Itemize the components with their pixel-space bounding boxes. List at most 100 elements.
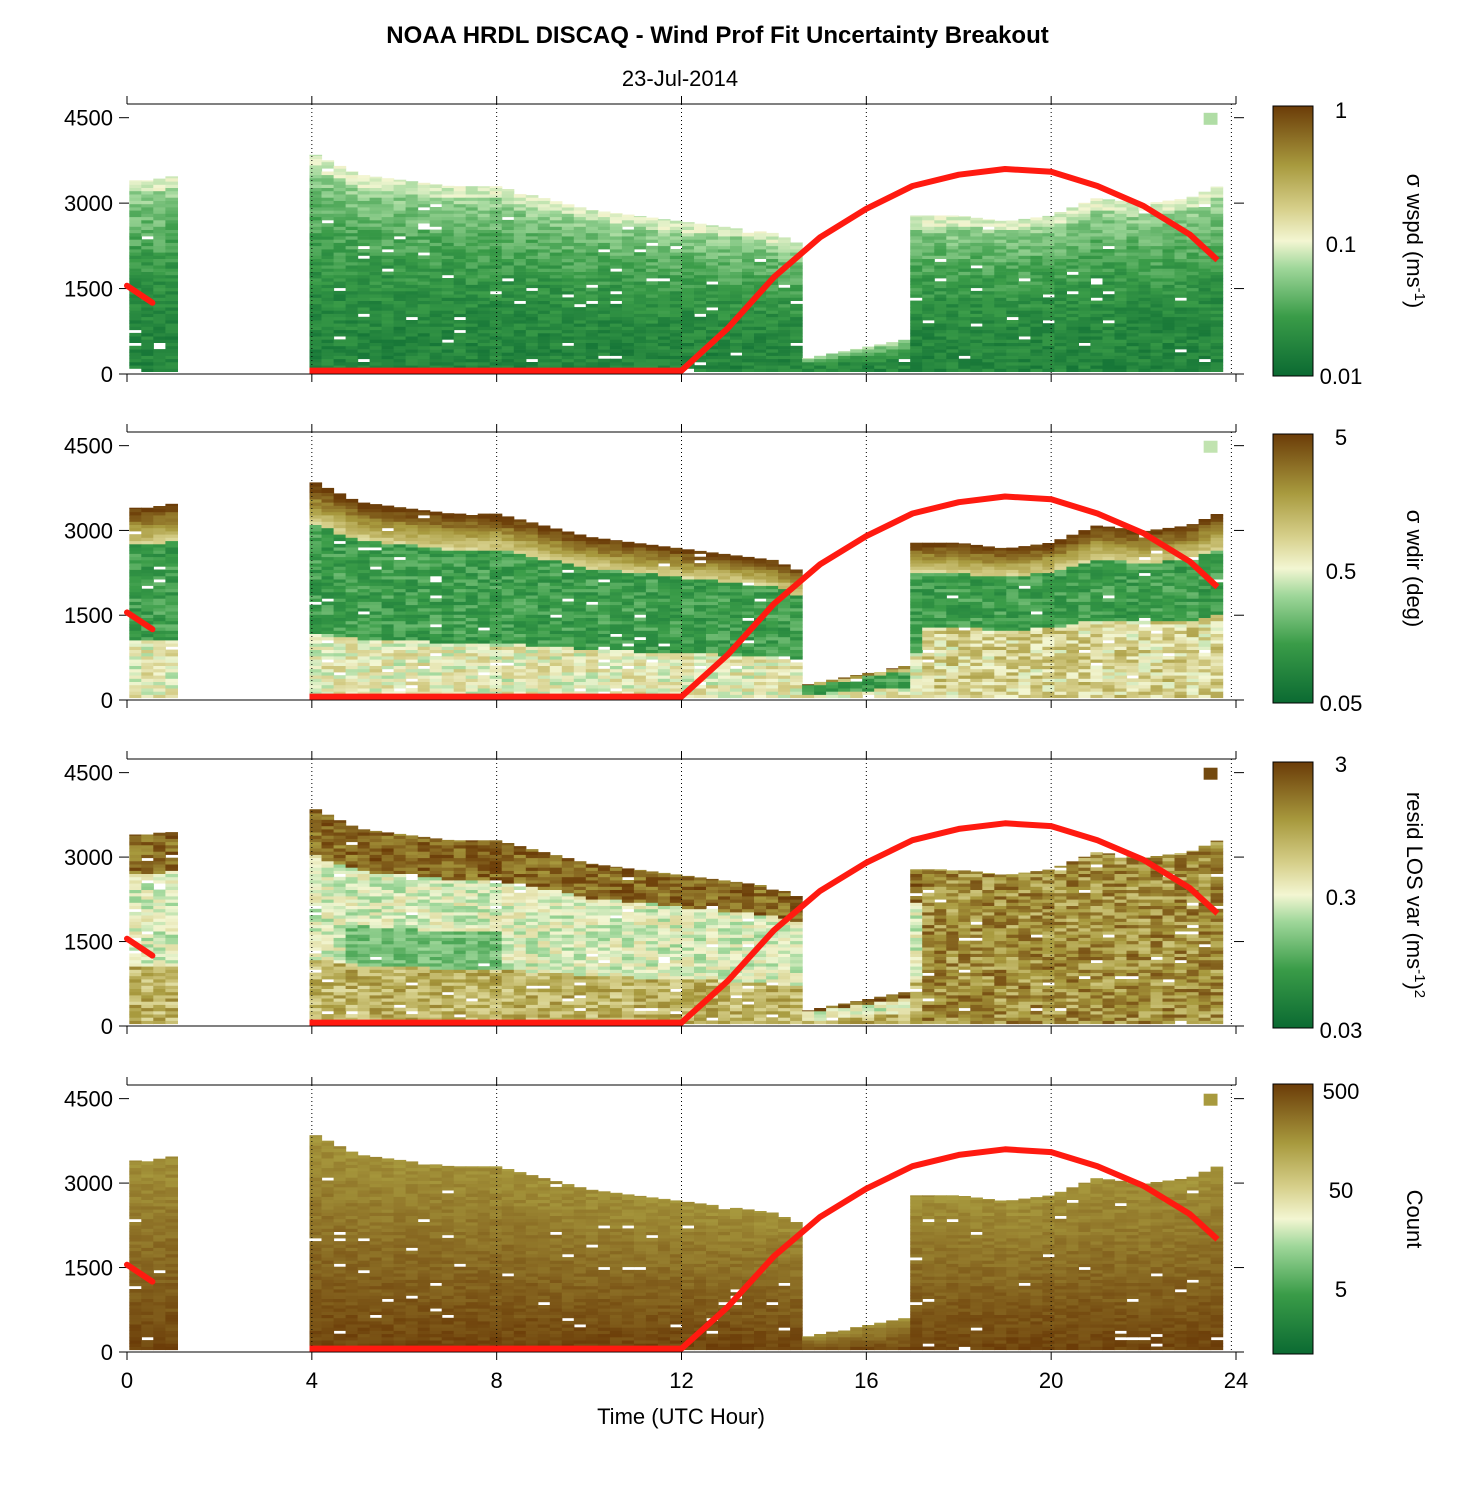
heatmap-cell bbox=[994, 220, 1007, 224]
heatmap-cell bbox=[742, 242, 755, 247]
heatmap-cell bbox=[129, 636, 142, 641]
heatmap-cell bbox=[477, 342, 491, 347]
heatmap-cell bbox=[1150, 226, 1164, 230]
heatmap-cell bbox=[153, 640, 166, 644]
heatmap-cell bbox=[165, 611, 178, 615]
heatmap-cell bbox=[1162, 239, 1176, 243]
heatmap-cell bbox=[609, 329, 623, 334]
heatmap-cell bbox=[441, 203, 455, 208]
heatmap-cell bbox=[369, 203, 383, 208]
heatmap-cell bbox=[910, 352, 923, 356]
heatmap-cell bbox=[141, 265, 154, 269]
heatmap-cell bbox=[982, 281, 995, 285]
heatmap-cell bbox=[1114, 310, 1128, 314]
heatmap-cell bbox=[910, 345, 923, 350]
heatmap-cell bbox=[369, 278, 383, 282]
heatmap-cell bbox=[489, 320, 503, 324]
heatmap-cell bbox=[441, 190, 455, 195]
heatmap-cell bbox=[597, 223, 611, 227]
heatmap-cell bbox=[393, 268, 407, 272]
heatmap-cell bbox=[165, 681, 178, 686]
heatmap-cell bbox=[621, 239, 635, 243]
heatmap-cell bbox=[489, 190, 503, 195]
heatmap-cell bbox=[1054, 258, 1067, 263]
heatmap-cell bbox=[1078, 294, 1091, 298]
heatmap-cell bbox=[994, 223, 1007, 227]
heatmap-cell bbox=[1186, 365, 1200, 369]
heatmap-cell bbox=[1114, 274, 1128, 279]
heatmap-cell bbox=[1078, 268, 1091, 272]
heatmap-cell bbox=[1150, 236, 1164, 240]
heatmap-cell bbox=[513, 271, 527, 276]
heatmap-cell bbox=[946, 336, 959, 340]
heatmap-cell bbox=[1210, 362, 1224, 366]
heatmap-cell bbox=[357, 249, 371, 253]
heatmap-cell bbox=[453, 620, 467, 625]
heatmap-cell bbox=[549, 326, 563, 331]
heatmap-cell bbox=[453, 575, 467, 580]
heatmap-cell bbox=[381, 684, 395, 689]
heatmap-cell bbox=[573, 329, 587, 334]
heatmap-cell bbox=[1114, 210, 1128, 214]
heatmap-cell bbox=[1210, 207, 1224, 211]
heatmap-cell bbox=[1018, 239, 1031, 243]
heatmap-cell bbox=[417, 210, 431, 214]
heatmap-cell bbox=[381, 617, 395, 622]
heatmap-cell bbox=[970, 261, 983, 266]
heatmap-cell bbox=[441, 604, 455, 609]
heatmap-cell bbox=[129, 550, 142, 554]
heatmap-cell bbox=[1030, 294, 1043, 298]
heatmap-cell bbox=[886, 342, 899, 347]
heatmap-cell bbox=[405, 329, 419, 334]
heatmap-cell bbox=[934, 368, 947, 372]
heatmap-cell bbox=[982, 290, 995, 295]
heatmap-cell bbox=[165, 524, 178, 529]
heatmap-cell bbox=[165, 184, 178, 188]
heatmap-cell bbox=[537, 245, 551, 250]
heatmap-cell bbox=[441, 515, 455, 519]
heatmap-cell bbox=[946, 362, 959, 366]
heatmap-cell bbox=[1102, 200, 1116, 205]
heatmap-cell bbox=[333, 326, 347, 331]
heatmap-cell bbox=[706, 265, 719, 269]
heatmap-cell bbox=[129, 261, 142, 266]
heatmap-cell bbox=[513, 307, 527, 311]
heatmap-cell bbox=[153, 261, 166, 266]
heatmap-cell bbox=[513, 236, 527, 240]
heatmap-cell bbox=[453, 518, 467, 522]
heatmap-cell bbox=[1030, 287, 1043, 292]
heatmap-cell bbox=[585, 326, 599, 331]
heatmap-cell bbox=[129, 345, 142, 350]
heatmap-cell bbox=[321, 495, 335, 500]
heatmap-cell bbox=[645, 249, 659, 253]
heatmap-cell bbox=[633, 261, 647, 266]
heatmap-cell bbox=[309, 329, 323, 334]
heatmap-cell bbox=[766, 300, 779, 305]
heatmap-cell bbox=[321, 349, 335, 353]
heatmap-cell bbox=[898, 355, 911, 360]
heatmap-cell bbox=[477, 537, 491, 542]
heatmap-cell bbox=[489, 271, 503, 276]
heatmap-cell bbox=[1006, 323, 1019, 327]
heatmap-cell bbox=[489, 187, 503, 192]
heatmap-cell bbox=[477, 688, 491, 692]
heatmap-cell bbox=[669, 365, 683, 369]
heatmap-cell bbox=[465, 278, 479, 282]
heatmap-cell bbox=[694, 258, 707, 263]
heatmap-cell bbox=[657, 290, 671, 295]
heatmap-cell bbox=[165, 604, 178, 609]
heatmap-cell bbox=[441, 313, 455, 318]
heatmap-cell bbox=[886, 358, 899, 363]
heatmap-cell bbox=[958, 245, 971, 250]
heatmap-cell bbox=[706, 345, 719, 350]
heatmap-cell bbox=[153, 684, 166, 689]
heatmap-cell bbox=[778, 274, 791, 279]
heatmap-cell bbox=[730, 255, 743, 259]
heatmap-cell bbox=[525, 355, 539, 360]
heatmap-cell bbox=[357, 355, 371, 360]
heatmap-cell bbox=[453, 287, 467, 292]
heatmap-cell bbox=[417, 524, 431, 529]
heatmap-cell bbox=[309, 278, 323, 282]
heatmap-cell bbox=[141, 643, 154, 647]
heatmap-cell bbox=[165, 540, 178, 545]
